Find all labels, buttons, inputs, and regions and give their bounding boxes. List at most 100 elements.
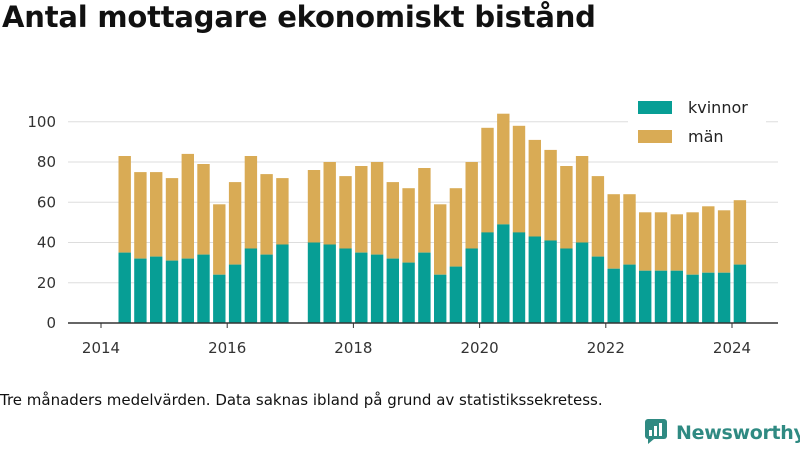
bar-kvinnor [528, 236, 541, 323]
bar-kvinnor [575, 242, 589, 323]
bar-kvinnor [197, 254, 210, 323]
y-tick-label: 100 [27, 113, 56, 131]
bar-man [339, 176, 352, 249]
bar-kvinnor [686, 274, 699, 323]
footnote: Tre månaders medelvärden. Data saknas ib… [0, 391, 603, 409]
bar-man [213, 204, 226, 275]
bar-man [512, 125, 526, 233]
bar-kvinnor [150, 256, 163, 323]
bar-man [560, 166, 573, 249]
bar-kvinnor [134, 258, 147, 323]
x-tick-label: 2022 [587, 339, 625, 357]
y-tick-label: 0 [46, 314, 56, 332]
y-tick-label: 40 [37, 234, 56, 252]
bar-man [150, 172, 163, 257]
bar-man [717, 210, 731, 273]
legend: kvinnor män [628, 93, 766, 151]
bar-man [575, 156, 589, 243]
bar-man [497, 113, 510, 225]
x-tick-label: 2024 [713, 339, 751, 357]
bar-man [134, 172, 147, 259]
bar-man [244, 156, 258, 249]
bar-kvinnor [228, 264, 242, 323]
y-axis: 0 20 40 60 80 100 [27, 113, 56, 332]
bar-man [449, 188, 463, 267]
bar-kvinnor [244, 248, 258, 323]
bar-kvinnor [560, 248, 573, 323]
bar-kvinnor [654, 270, 668, 323]
bar-man [686, 212, 699, 275]
y-tick-label: 60 [37, 193, 56, 211]
x-tick-label: 2016 [208, 339, 246, 357]
bar-kvinnor [434, 274, 447, 323]
bar-kvinnor [607, 268, 620, 323]
bar-man [591, 176, 605, 257]
bar-kvinnor [213, 274, 226, 323]
bar-kvinnor [339, 248, 352, 323]
stacked-bar-chart: 0 20 40 60 80 100 2014 2016 2018 2020 2022 2024 kv… [27, 93, 778, 357]
bar-man [228, 182, 242, 265]
x-tick-label: 2018 [334, 339, 372, 357]
bar-kvinnor [465, 248, 478, 323]
bar-man [260, 174, 273, 255]
bar-kvinnor [118, 252, 131, 323]
bar-kvinnor [639, 270, 652, 323]
bar-kvinnor [591, 256, 605, 323]
bar-kvinnor [670, 270, 683, 323]
bar-man [276, 178, 289, 245]
bar-kvinnor [623, 264, 636, 323]
legend-swatch [638, 130, 672, 143]
newsworthy-logo-icon [644, 418, 670, 448]
brand-logo[interactable]: Newsworthy [644, 419, 800, 447]
bars [118, 113, 747, 323]
bar-kvinnor [370, 254, 384, 323]
bar-man [528, 139, 541, 237]
bar-kvinnor [418, 252, 431, 323]
bar-man [623, 194, 636, 265]
y-tick-label: 80 [37, 153, 56, 171]
bar-kvinnor [717, 272, 731, 323]
bar-man [370, 162, 384, 255]
bar-kvinnor [260, 254, 273, 323]
bar-man [307, 170, 321, 243]
bar-kvinnor [276, 244, 289, 323]
bar-man [702, 206, 715, 273]
bar-man [654, 212, 668, 271]
x-tick-label: 2020 [461, 339, 499, 357]
bar-man [670, 214, 683, 271]
bar-man [165, 178, 179, 261]
bar-man [386, 182, 399, 259]
bar-man [434, 204, 447, 275]
legend-swatch [638, 101, 672, 114]
bar-man [607, 194, 620, 269]
bar-kvinnor [733, 264, 747, 323]
x-axis: 2014 2016 2018 2020 2022 2024 [68, 322, 778, 357]
brand-name: Newsworthy [676, 422, 800, 444]
bar-kvinnor [181, 258, 194, 323]
bar-man [544, 149, 557, 241]
bar-kvinnor [402, 262, 415, 323]
bar-man [323, 162, 336, 245]
chart-title: Antal mottagare ekonomiskt bistånd [2, 0, 596, 34]
bar-man [733, 200, 747, 265]
bar-kvinnor [355, 252, 368, 323]
bar-man [197, 164, 210, 255]
bar-man [481, 127, 494, 233]
bar-kvinnor [323, 244, 336, 323]
bar-kvinnor [702, 272, 715, 323]
bar-kvinnor [497, 224, 510, 323]
bar-man [118, 156, 131, 253]
legend-label: kvinnor [688, 98, 748, 117]
legend-label: män [688, 127, 724, 146]
bar-man [181, 153, 194, 259]
bar-man [418, 168, 431, 253]
bar-kvinnor [512, 232, 526, 323]
bar-man [355, 166, 368, 253]
y-tick-label: 20 [37, 274, 56, 292]
bar-kvinnor [449, 266, 463, 323]
bar-kvinnor [165, 260, 179, 323]
bar-kvinnor [307, 242, 321, 323]
bar-man [639, 212, 652, 271]
bar-kvinnor [386, 258, 399, 323]
bar-kvinnor [481, 232, 494, 323]
